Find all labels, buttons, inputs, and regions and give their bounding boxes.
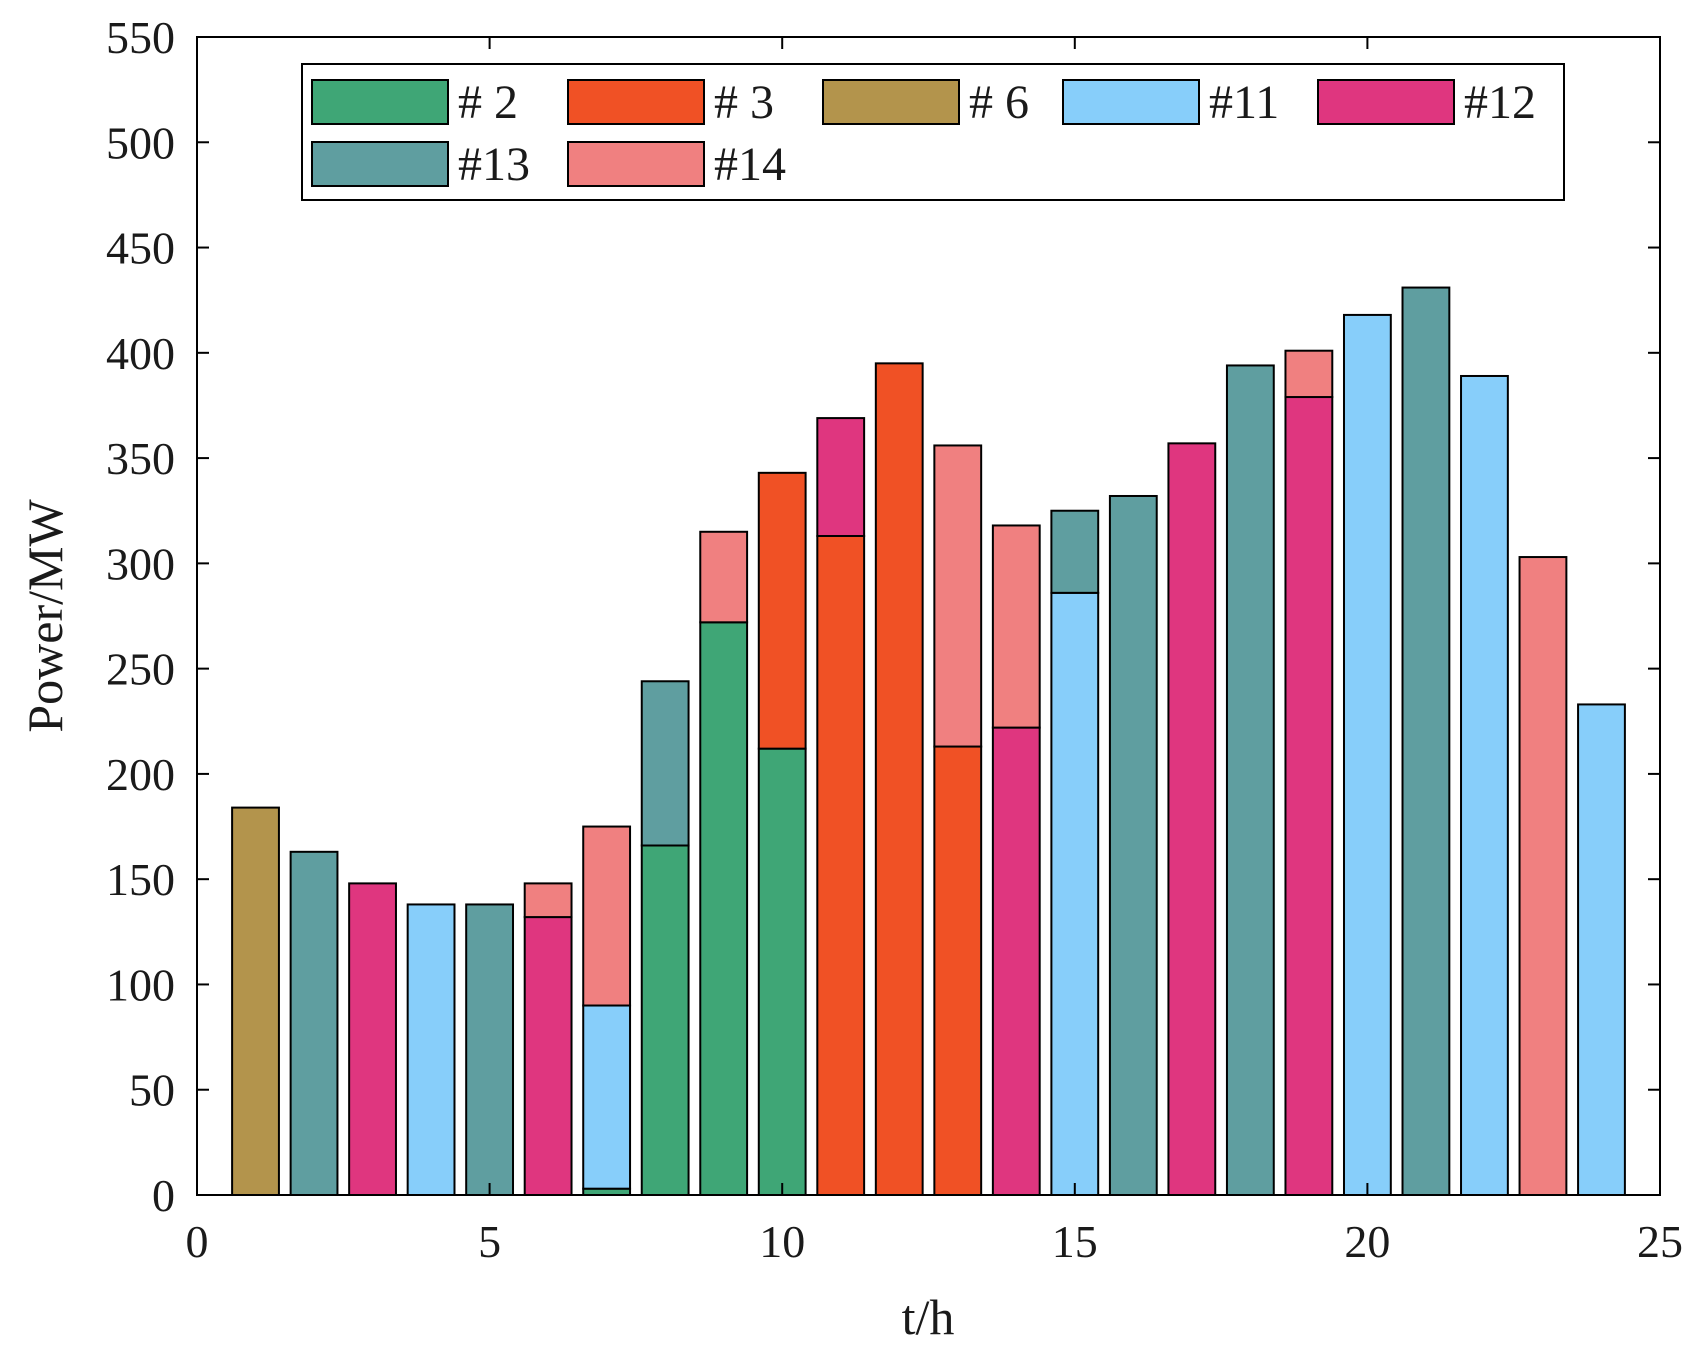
bar-t14-s12 [991,726,1041,1197]
bar-t10-s3 [757,471,807,750]
y-tick-label: 100 [106,959,175,1010]
bar-t23-s14 [1518,556,1568,1196]
legend-swatch-s14 [567,141,705,187]
x-axis-title: t/h [902,1289,955,1345]
legend-label-s12: #12 [1464,76,1536,129]
bar-t1-s6 [231,806,280,1196]
legend-label-s13: #13 [458,138,530,191]
legend-label-s11: #11 [1209,76,1279,129]
bar-t4-s11 [406,903,456,1196]
x-tick-label: 20 [1344,1216,1390,1267]
y-tick-label: 150 [106,854,175,905]
bar-t15-s13 [1050,509,1100,594]
y-tick-label: 200 [106,749,175,800]
bar-t11-s12 [816,417,866,537]
legend-label-s3: # 3 [714,76,774,129]
y-tick-label: 250 [106,644,175,695]
bar-t14-s14 [991,524,1041,729]
bar-t17-s12 [1167,442,1217,1197]
bar-t10-s2 [757,747,807,1196]
x-tick-label: 15 [1052,1216,1098,1267]
bar-t7-s14 [582,825,632,1007]
bar-t19-s12 [1284,396,1334,1196]
bar-t3-s12 [348,882,397,1196]
bar-t19-s14 [1284,349,1334,399]
bar-t8-s13 [640,680,690,847]
legend-swatch-s11 [1062,79,1200,125]
y-tick-label: 550 [106,12,175,63]
ticks-layer [196,36,1661,1196]
y-tick-label: 300 [106,538,175,589]
legend-label-s6: # 6 [969,76,1029,129]
y-tick-label: 450 [106,223,175,274]
legend: # 2 # 3 # 6 #11 #12 #13 #14 [301,63,1565,201]
bar-t13-s14 [933,444,983,748]
x-tick-label: 25 [1637,1216,1683,1267]
bar-t7-s11 [582,1004,632,1190]
y-tick-label: 50 [129,1065,175,1116]
tick-labels-layer: 0 5 10 15 20 25050100150200250300350400450500… [106,12,1683,1267]
legend-swatch-s2 [311,79,449,125]
bar-t22-s11 [1460,374,1509,1197]
bar-t18-s13 [1225,364,1275,1196]
legend-label-s2: # 2 [458,76,518,129]
legend-swatch-s12 [1317,79,1455,125]
bar-t8-s2 [640,844,690,1196]
bar-t21-s13 [1401,286,1451,1196]
bar-t16-s13 [1108,494,1158,1196]
bar-t9-s2 [699,621,749,1196]
bar-t11-s3 [816,534,866,1196]
legend-swatch-s13 [311,141,449,187]
bar-t6-s14 [523,882,573,919]
legend-swatch-s6 [822,79,960,125]
y-tick-label: 500 [106,117,175,168]
bar-t15-s11 [1050,591,1100,1196]
y-tick-label: 350 [106,433,175,484]
bar-t24-s11 [1577,703,1626,1196]
bar-t5-s13 [465,903,515,1196]
x-tick-label: 10 [759,1216,805,1267]
x-tick-label: 0 [186,1216,209,1267]
y-tick-label: 400 [106,328,175,379]
bar-t6-s12 [523,916,573,1197]
bar-t2-s13 [289,850,339,1196]
y-tick-label: 0 [152,1170,175,1221]
y-axis-title: Power/MW [17,499,73,733]
bar-t9-s14 [699,530,749,624]
bar-t13-s3 [933,745,983,1196]
x-tick-label: 5 [478,1216,501,1267]
legend-label-s14: #14 [714,138,786,191]
legend-swatch-s3 [567,79,705,125]
bar-t12-s3 [874,362,924,1197]
bar-t20-s11 [1342,313,1392,1197]
bars-layer [231,286,1626,1197]
